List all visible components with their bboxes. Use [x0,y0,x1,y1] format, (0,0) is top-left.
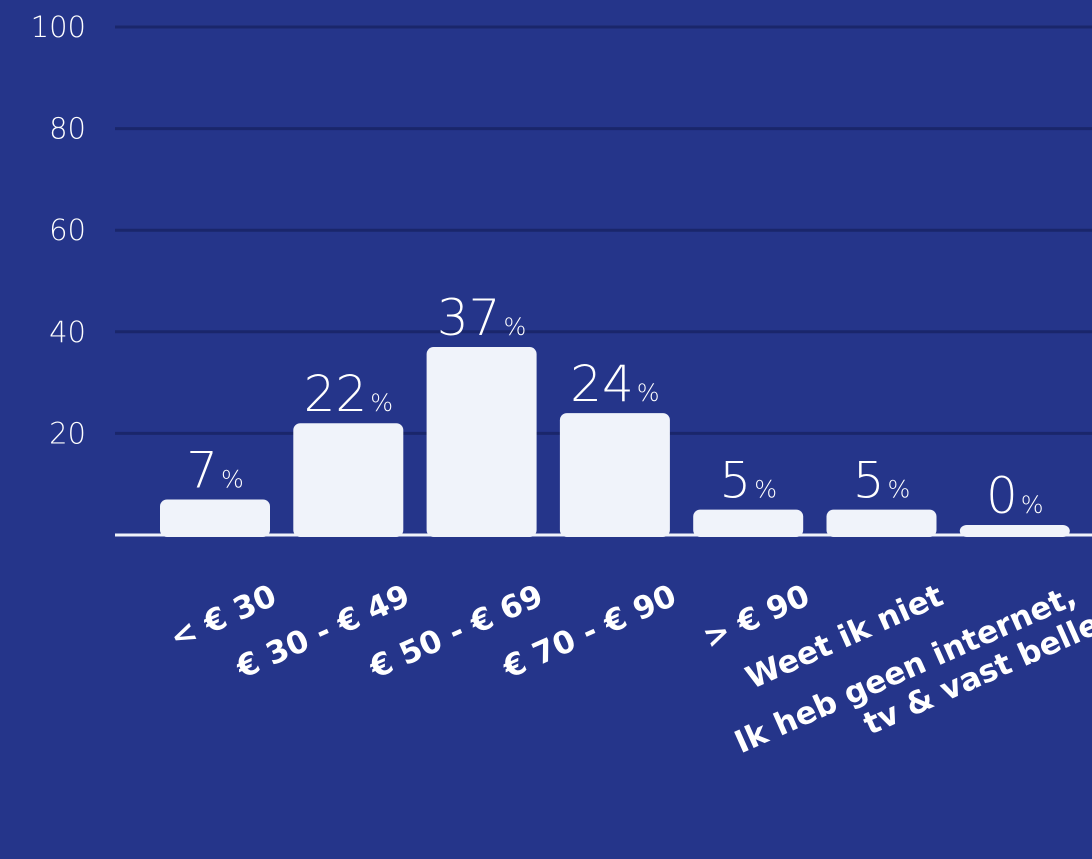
value-number: 5 [719,452,751,510]
value-unit: % [754,476,777,504]
value-unit: % [637,379,660,407]
value-label: 24% [570,355,659,413]
value-number: 24 [570,355,634,413]
value-unit: % [888,476,911,504]
value-label: 5% [853,452,911,510]
value-label: 5% [719,452,777,510]
value-number: 22 [304,365,368,423]
bar [559,413,670,537]
value-number: 7 [186,441,218,499]
value-label: 0% [986,467,1044,525]
value-unit: % [370,389,393,417]
value-label: 37% [437,289,526,347]
value-label: 7% [186,441,244,499]
bar [426,347,537,537]
value-unit: % [504,313,527,341]
y-tick-label: 40 [49,315,86,349]
y-tick-label: 60 [49,213,86,247]
bar [293,423,404,537]
bar [160,499,270,537]
value-number: 0 [986,467,1018,525]
y-tick-label: 100 [31,10,86,44]
y-tick-label: 80 [49,112,86,146]
value-unit: % [221,465,244,493]
y-tick-label: 20 [49,416,86,450]
bar [693,509,804,537]
value-number: 37 [437,289,501,347]
bar [959,525,1070,537]
value-label: 22% [304,365,393,423]
value-number: 5 [853,452,885,510]
value-unit: % [1021,491,1044,519]
bar [826,509,937,537]
